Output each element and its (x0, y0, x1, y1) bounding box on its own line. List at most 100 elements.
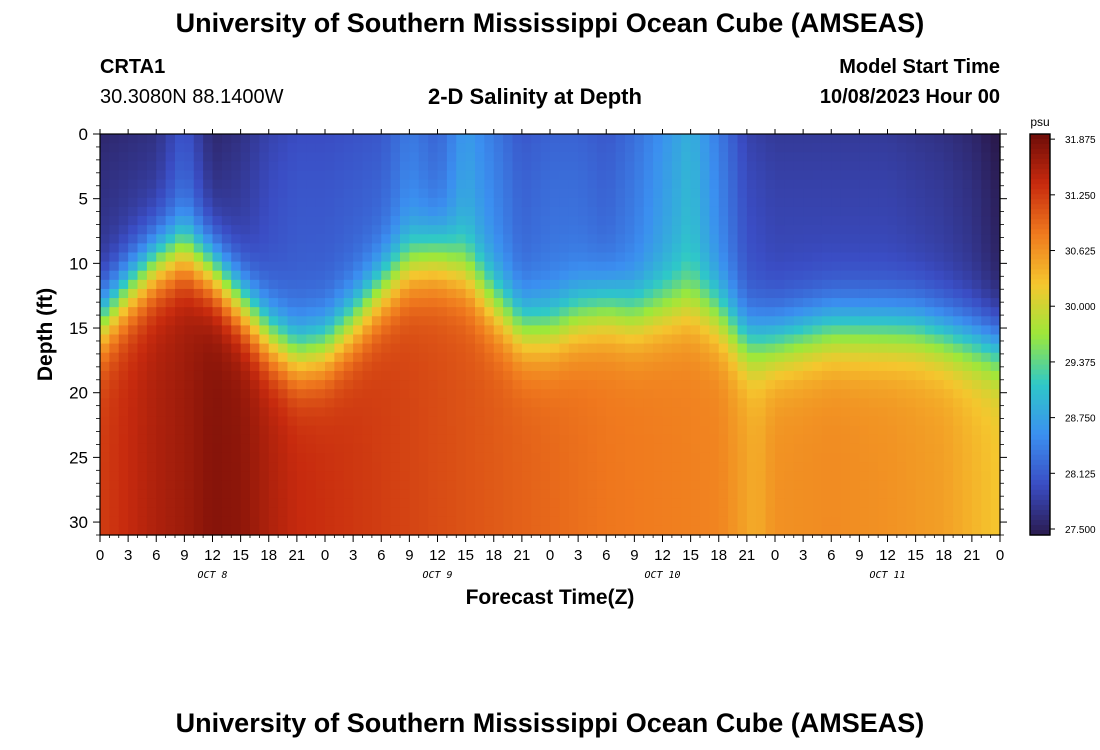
heatmap-cell (353, 234, 364, 244)
heatmap-cell (634, 370, 645, 381)
heatmap-cell (896, 288, 907, 299)
heatmap-cell (568, 389, 579, 399)
heatmap-cell (100, 316, 110, 326)
heatmap-cell (671, 288, 682, 299)
heatmap-cell (925, 134, 935, 144)
heatmap-cell (371, 380, 382, 390)
heatmap-cell (465, 234, 476, 244)
heatmap-cell (803, 225, 814, 235)
heatmap-cell (184, 143, 195, 153)
heatmap-cell (990, 170, 1001, 181)
heatmap-cell (193, 361, 204, 372)
heatmap-cell (512, 343, 523, 354)
heatmap-cell (250, 243, 260, 254)
heatmap-cell (203, 261, 214, 272)
colorbar-segment (1030, 199, 1050, 205)
heatmap-cell (971, 325, 982, 336)
heatmap-cell (531, 416, 542, 427)
heatmap-cell (606, 516, 617, 527)
heatmap-cell (287, 507, 298, 518)
heatmap-cell (268, 206, 279, 217)
heatmap-cell (100, 307, 110, 317)
heatmap-cell (250, 434, 260, 445)
heatmap-cell (240, 343, 251, 354)
heatmap-cell (156, 225, 167, 235)
heatmap-cell (662, 389, 673, 399)
heatmap-cell (353, 352, 364, 363)
heatmap-cell (100, 225, 110, 235)
heatmap-cell (953, 425, 964, 436)
heatmap-cell (831, 471, 842, 481)
heatmap-cell (221, 452, 232, 463)
heatmap-cell (343, 234, 354, 244)
colorbar-segment (1030, 274, 1050, 280)
heatmap-cell (296, 143, 307, 153)
heatmap-cell (493, 489, 504, 500)
heatmap-cell (362, 206, 373, 217)
heatmap-cell (221, 261, 232, 272)
heatmap-cell (831, 316, 842, 326)
heatmap-cell (146, 416, 157, 427)
colorbar-segment (1030, 179, 1050, 185)
heatmap-cell (953, 206, 964, 217)
heatmap-cell (746, 471, 757, 481)
heatmap-cell (493, 425, 504, 436)
heatmap-cell (287, 252, 298, 263)
heatmap-cell (765, 152, 776, 162)
heatmap-cell (521, 288, 532, 299)
heatmap-cell (671, 416, 682, 427)
heatmap-cell (859, 462, 870, 472)
heatmap-cell (728, 216, 739, 226)
heatmap-cell (428, 452, 439, 463)
heatmap-cell (662, 161, 673, 172)
heatmap-cell (137, 225, 148, 235)
heatmap-cell (128, 489, 139, 500)
heatmap-cell (681, 179, 692, 190)
heatmap-cell (306, 525, 317, 536)
heatmap-cell (240, 243, 251, 254)
heatmap-cell (821, 261, 832, 272)
heatmap-cell (943, 416, 954, 427)
heatmap-cell (840, 416, 851, 427)
heatmap-cell (868, 143, 879, 153)
heatmap-cell (953, 261, 964, 272)
heatmap-cell (184, 161, 195, 172)
heatmap-cell (596, 380, 607, 390)
heatmap-cell (578, 416, 589, 427)
heatmap-cell (231, 452, 242, 463)
heatmap-cell (212, 288, 223, 299)
heatmap-cell (175, 443, 185, 454)
heatmap-cell (409, 525, 420, 536)
heatmap-cell (118, 307, 129, 317)
heatmap-cell (409, 307, 420, 317)
heatmap-cell (606, 170, 617, 181)
heatmap-cell (146, 507, 157, 518)
heatmap-cell (831, 225, 842, 235)
heatmap-cell (784, 234, 795, 244)
heatmap-cell (709, 361, 720, 372)
heatmap-cell (371, 316, 382, 326)
heatmap-cell (371, 334, 382, 345)
heatmap-cell (821, 452, 832, 463)
heatmap-cell (268, 407, 279, 418)
heatmap-cell (193, 252, 204, 263)
heatmap-cell (878, 389, 889, 399)
heatmap-cell (559, 480, 570, 491)
heatmap-cell (306, 197, 317, 208)
heatmap-cell (990, 389, 1001, 399)
heatmap-cell (596, 407, 607, 418)
heatmap-cell (681, 206, 692, 217)
heatmap-cell (709, 143, 720, 153)
heatmap-cell (437, 307, 448, 317)
heatmap-cell (962, 152, 973, 162)
heatmap-cell (681, 407, 692, 418)
heatmap-cell (371, 143, 382, 153)
heatmap-cell (325, 261, 335, 272)
heatmap-cell (400, 343, 410, 354)
heatmap-cell (315, 316, 326, 326)
heatmap-cell (118, 434, 129, 445)
heatmap-cell (184, 516, 195, 527)
heatmap-cell (728, 471, 739, 481)
heatmap-cell (821, 343, 832, 354)
colorbar-segment (1030, 344, 1050, 351)
